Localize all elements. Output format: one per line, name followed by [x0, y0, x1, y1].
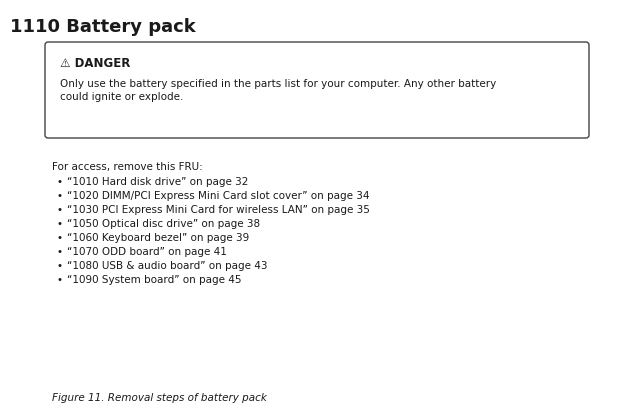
Text: “1080 USB & audio board” on page 43: “1080 USB & audio board” on page 43	[67, 261, 268, 271]
Text: •: •	[56, 177, 62, 187]
Text: “1030 PCI Express Mini Card for wireless LAN” on page 35: “1030 PCI Express Mini Card for wireless…	[67, 205, 370, 215]
Text: •: •	[56, 219, 62, 229]
Text: “1020 DIMM/PCI Express Mini Card slot cover” on page 34: “1020 DIMM/PCI Express Mini Card slot co…	[67, 191, 369, 201]
Text: “1090 System board” on page 45: “1090 System board” on page 45	[67, 275, 241, 285]
Text: •: •	[56, 261, 62, 271]
Text: ⚠ DANGER: ⚠ DANGER	[60, 57, 131, 70]
FancyBboxPatch shape	[45, 42, 589, 138]
Text: could ignite or explode.: could ignite or explode.	[60, 92, 184, 102]
Text: •: •	[56, 191, 62, 201]
Text: •: •	[56, 205, 62, 215]
Text: For access, remove this FRU:: For access, remove this FRU:	[52, 162, 203, 172]
Text: “1070 ODD board” on page 41: “1070 ODD board” on page 41	[67, 247, 227, 257]
Text: 1110 Battery pack: 1110 Battery pack	[10, 18, 196, 36]
Text: Figure 11. Removal steps of battery pack: Figure 11. Removal steps of battery pack	[52, 393, 267, 403]
Text: “1050 Optical disc drive” on page 38: “1050 Optical disc drive” on page 38	[67, 219, 260, 229]
Text: Only use the battery specified in the parts list for your computer. Any other ba: Only use the battery specified in the pa…	[60, 79, 496, 89]
Text: •: •	[56, 275, 62, 285]
Text: “1060 Keyboard bezel” on page 39: “1060 Keyboard bezel” on page 39	[67, 233, 249, 243]
Text: “1010 Hard disk drive” on page 32: “1010 Hard disk drive” on page 32	[67, 177, 248, 187]
Text: •: •	[56, 233, 62, 243]
Text: •: •	[56, 247, 62, 257]
